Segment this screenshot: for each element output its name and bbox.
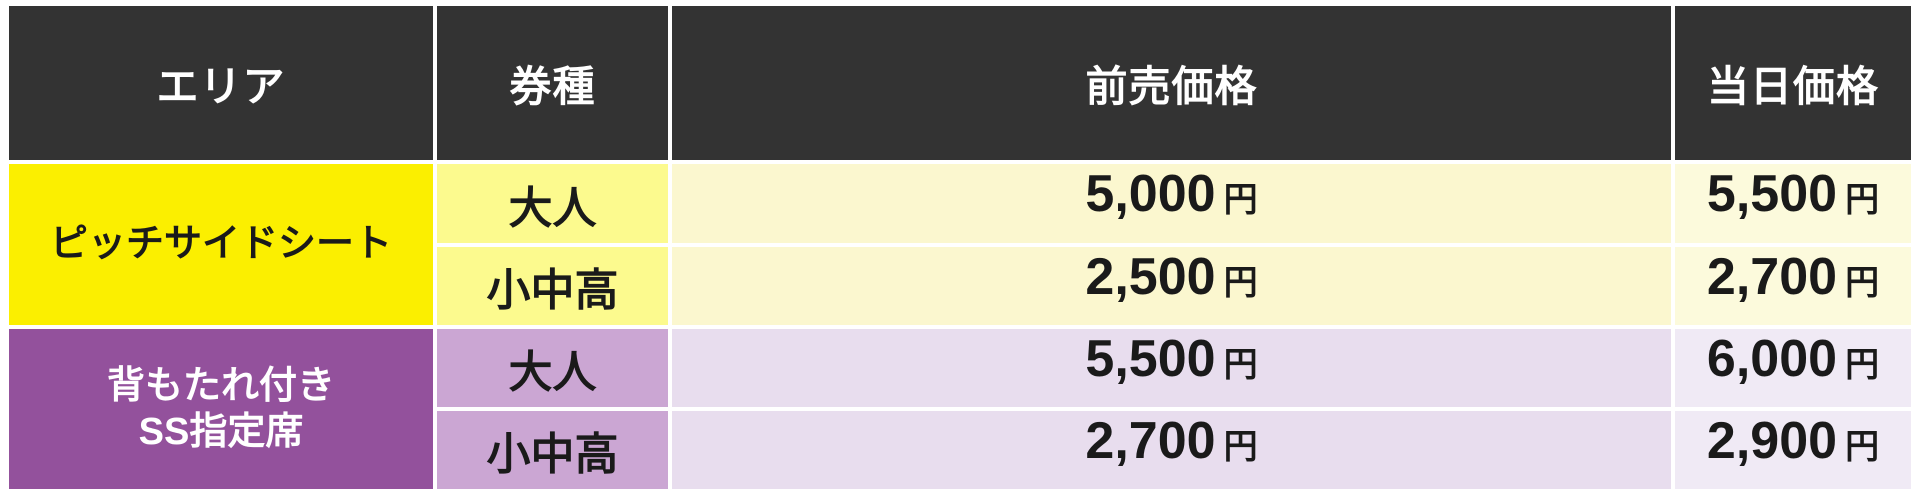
day-price-cell: 6,000 円 [1675, 329, 1911, 407]
price-value: 2,700 [1085, 412, 1216, 470]
advance-price-cell: 2,500 円 [672, 247, 1671, 325]
price-value: 5,000 [1085, 165, 1216, 223]
currency-suffix: 円 [1223, 428, 1258, 466]
col-header-ticket-type: 券種 [437, 6, 668, 160]
price-value: 6,000 [1706, 330, 1838, 388]
price-value: 2,900 [1706, 412, 1838, 470]
col-header-day-price: 当日価格 [1675, 6, 1911, 160]
day-price-cell: 5,500 円 [1675, 164, 1911, 243]
price-value: 2,500 [1085, 248, 1216, 306]
ticket-type-cell: 大人 [437, 164, 668, 243]
area-cell-ss-reserved: 背もたれ付き SS指定席 [9, 329, 433, 489]
price-grid: エリア 券種 前売価格 当日価格 ピッチサイドシート 大人 5,000 円 5,… [9, 6, 1911, 489]
area-label-line1: ピッチサイドシート [49, 223, 392, 266]
area-label-line1: 背もたれ付き [106, 364, 335, 407]
advance-price-cell: 2,700 円 [672, 411, 1671, 489]
ticket-type-cell: 大人 [437, 329, 668, 407]
advance-price-cell: 5,500 円 [672, 329, 1671, 407]
currency-suffix: 円 [1223, 346, 1258, 384]
day-price-cell: 2,700 円 [1675, 247, 1911, 325]
price-value: 2,700 [1706, 248, 1838, 306]
col-header-advance-price: 前売価格 [672, 6, 1671, 160]
currency-suffix: 円 [1845, 346, 1880, 384]
area-cell-pitchside: ピッチサイドシート [9, 164, 433, 325]
area-label-line2: SS指定席 [138, 411, 304, 453]
advance-price-cell: 5,000 円 [672, 164, 1671, 243]
ticket-type-cell: 小中高 [437, 247, 668, 325]
price-value: 5,500 [1706, 165, 1838, 223]
ticket-type-cell: 小中高 [437, 411, 668, 489]
currency-suffix: 円 [1845, 264, 1880, 302]
currency-suffix: 円 [1845, 181, 1880, 219]
col-header-area: エリア [9, 6, 433, 160]
currency-suffix: 円 [1223, 181, 1258, 219]
price-value: 5,500 [1085, 330, 1216, 388]
currency-suffix: 円 [1845, 428, 1880, 466]
currency-suffix: 円 [1223, 264, 1258, 302]
day-price-cell: 2,900 円 [1675, 411, 1911, 489]
